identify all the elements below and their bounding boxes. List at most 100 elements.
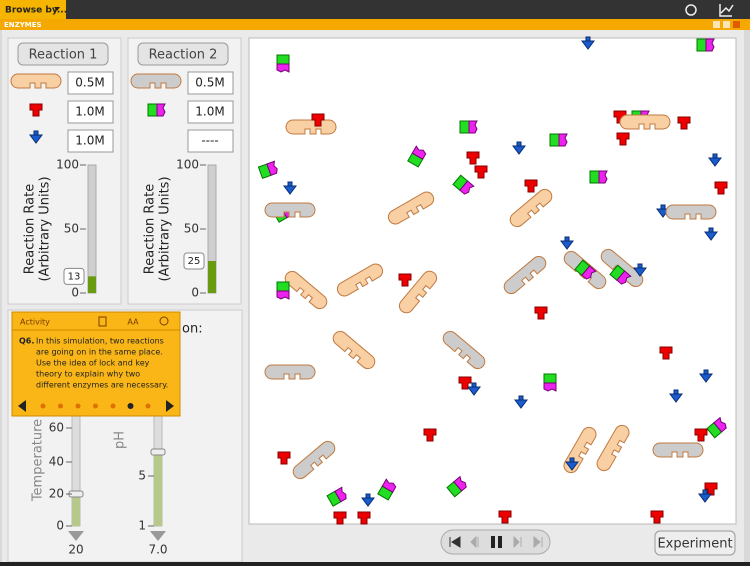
ph-thumb[interactable] [150,448,166,456]
red-product [616,132,630,146]
blue-product [698,489,712,503]
concentration-box[interactable] [187,129,234,153]
reaction-button[interactable] [17,42,109,66]
concentration-box[interactable] [67,129,114,153]
molecule [332,330,376,370]
concentration-value: 1.0M [195,105,224,119]
molecule [514,395,528,409]
page-dot[interactable] [110,403,116,409]
close-button[interactable] [733,21,740,28]
molecule-icon [147,103,166,117]
rate-axis-label: (Arbitrary Units) [158,176,173,281]
molecule [467,382,481,396]
red-product [458,376,472,390]
temperature-arrow[interactable] [68,531,84,541]
ph-value: 7.0 [148,543,167,557]
concentration-box[interactable] [67,100,114,124]
red-product [357,511,371,525]
concentration-value: ---- [201,134,218,148]
step-button[interactable] [513,535,522,549]
magenta-part [468,120,478,134]
magenta-part [705,38,715,52]
blue-product [29,130,43,144]
prev-button[interactable] [18,400,26,412]
substrate [284,270,328,310]
window-button[interactable] [713,21,720,28]
red-product [277,451,291,465]
concentration-box[interactable] [187,71,234,95]
temperature-tick-label: 40 [49,455,64,469]
next-button[interactable] [166,400,174,412]
page-dot[interactable] [75,403,81,409]
molecules [257,36,728,525]
molecule-icon [29,130,43,144]
delete-icon[interactable] [98,316,107,327]
activity-title: Activity [20,318,50,327]
molecule [704,227,718,241]
page-dot[interactable] [127,403,134,409]
molecule [285,119,337,135]
molecule [498,510,512,524]
red-product [659,346,673,360]
rate-tick-label: 0 [191,286,199,300]
page-dot[interactable] [40,403,46,409]
rate-tick-label: 100 [56,158,79,172]
step-back-button[interactable] [470,535,479,549]
molecule [377,478,397,501]
question-number: Q6. [19,337,34,346]
section-bar [0,19,750,30]
graph-icon[interactable] [719,4,734,17]
concentration-value: 1.0M [75,105,104,119]
rate-tick-label: 50 [184,222,199,236]
red-product [694,428,708,442]
green-part [459,120,470,134]
blue-product [633,263,647,277]
question-text: different enzymes are necessary. [36,381,168,390]
browse-tab[interactable] [0,0,66,19]
molecule [619,114,671,130]
close-icon[interactable] [159,316,169,326]
font-size-icon[interactable]: AA [127,318,139,327]
top-bar [0,0,750,19]
molecule-icon [29,103,43,117]
substrate [292,440,336,480]
timer-icon[interactable] [685,4,697,16]
rate-axis-label: (Arbitrary Units) [38,176,53,281]
conditions-label: on: [182,322,203,337]
molecule [616,132,630,146]
rate-value: 13 [68,271,81,282]
concentration-box[interactable] [187,100,234,124]
molecule [699,369,713,383]
pause-button[interactable] [491,536,495,548]
question-text: Use the idea of lock and key [36,359,150,368]
page-dot[interactable] [145,403,151,409]
experiment-button[interactable] [654,530,736,556]
reaction-button[interactable] [137,42,229,66]
page-dot[interactable] [93,403,98,409]
question-text: theory to explain why two [36,370,140,379]
blue-product [512,141,526,155]
pause-button[interactable] [498,536,502,548]
window-button[interactable] [723,21,730,28]
molecule [276,281,290,300]
rate-fill [88,276,96,293]
substrate [442,330,486,370]
page-dot[interactable] [58,403,63,409]
molecule [277,451,291,465]
concentration-value: 0.5M [195,76,224,90]
molecule [398,273,412,287]
rewind-button[interactable] [449,536,461,548]
concentration-box[interactable] [67,71,114,95]
forward-button[interactable] [533,535,543,549]
molecule [650,510,664,524]
substrate [285,119,337,135]
question-text: are going on in the same place. [36,348,163,357]
molecule [659,346,673,360]
substrate [387,191,435,225]
ph-arrow[interactable] [150,531,166,541]
molecule [589,170,608,184]
molecule [387,191,435,225]
magenta-part [381,478,397,493]
blue-product [361,493,375,507]
ph-fill [154,452,162,526]
